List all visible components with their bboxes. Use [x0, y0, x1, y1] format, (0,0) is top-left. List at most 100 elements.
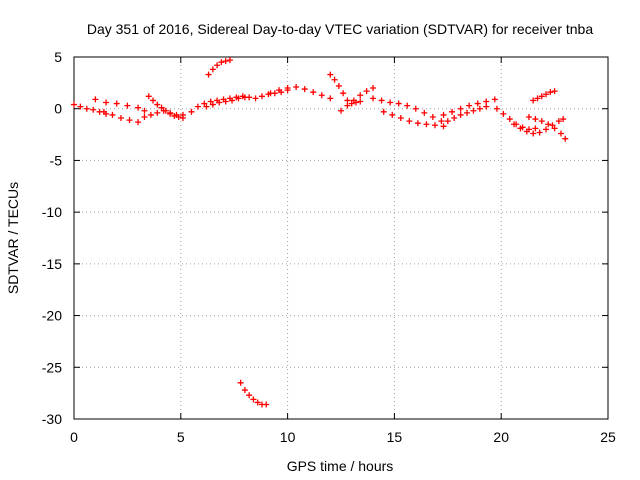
y-tick-label: -25	[42, 359, 62, 375]
data-point	[218, 59, 225, 66]
data-point	[412, 105, 419, 112]
data-point	[444, 118, 451, 125]
y-axis-label: SDTVAR / TECUs	[5, 182, 21, 294]
data-point	[160, 107, 167, 114]
data-point	[370, 95, 377, 102]
data-point	[201, 100, 208, 107]
data-point	[207, 98, 214, 105]
data-point	[126, 117, 133, 124]
series-arc-02	[92, 96, 148, 114]
chart-title: Day 351 of 2016, Sidereal Day-to-day VTE…	[87, 21, 594, 37]
data-point	[109, 111, 116, 118]
x-tick-label: 25	[600, 429, 616, 445]
data-point	[543, 91, 550, 98]
data-point	[335, 82, 342, 89]
x-tick-label: 20	[493, 429, 509, 445]
data-point	[135, 104, 142, 111]
data-point	[414, 120, 421, 127]
data-point	[440, 111, 447, 118]
data-point	[511, 121, 518, 128]
y-tick-label: -30	[42, 411, 62, 427]
data-point	[370, 85, 377, 92]
data-point	[194, 103, 201, 110]
data-point	[344, 97, 351, 104]
series-arc-12	[370, 95, 445, 125]
x-axis-label: GPS time / hours	[287, 458, 394, 474]
series-arc-15	[444, 103, 490, 125]
data-point	[263, 401, 270, 408]
data-point	[449, 108, 456, 115]
data-point	[470, 107, 477, 114]
data-point	[350, 97, 357, 104]
series-arc-14	[440, 96, 498, 118]
data-point	[451, 115, 458, 122]
data-point	[258, 93, 265, 100]
grid	[74, 57, 608, 419]
data-point	[363, 88, 370, 95]
data-point	[301, 86, 308, 93]
data-point	[188, 108, 195, 115]
x-tick-label: 5	[177, 429, 185, 445]
series-arc-20	[237, 379, 270, 408]
data-point	[423, 121, 430, 128]
data-point	[100, 108, 107, 115]
data-point	[209, 66, 216, 73]
series-arc-10	[327, 71, 364, 107]
data-point	[340, 90, 347, 97]
data-point	[150, 97, 157, 104]
data-point	[483, 103, 490, 110]
data-point	[397, 115, 404, 122]
data-point	[380, 108, 387, 115]
data-point	[226, 57, 233, 64]
series-arc-17	[511, 116, 567, 137]
data-point	[117, 115, 124, 122]
series-arc-11	[338, 85, 377, 114]
data-point	[438, 118, 445, 125]
data-point	[348, 100, 355, 107]
data-point	[318, 92, 325, 99]
data-point	[431, 122, 438, 129]
data-point	[203, 103, 210, 110]
data-point	[558, 130, 565, 137]
data-point	[457, 105, 464, 112]
series-arc-13	[380, 108, 447, 130]
data-point	[141, 107, 148, 114]
data-point	[327, 95, 334, 102]
y-tick-label: -15	[42, 256, 62, 272]
data-point	[551, 125, 558, 132]
data-point	[476, 105, 483, 112]
data-point	[214, 62, 221, 69]
data-point	[77, 103, 84, 110]
data-point	[167, 109, 174, 116]
series-arc-06	[188, 87, 291, 115]
data-point	[235, 95, 242, 102]
data-point	[357, 98, 364, 105]
data-point	[124, 102, 131, 109]
data-point	[560, 116, 567, 123]
data-point	[92, 96, 99, 103]
data-point	[293, 83, 300, 90]
data-point	[491, 96, 498, 103]
data-point	[154, 109, 161, 116]
data-point	[331, 76, 338, 83]
data-point	[250, 396, 257, 403]
data-point	[440, 123, 447, 130]
data-point	[90, 106, 97, 113]
x-tick-label: 15	[387, 429, 403, 445]
plot-frame	[73, 56, 609, 420]
data-point	[327, 71, 334, 78]
data-point	[532, 125, 539, 132]
x-tick-label: 0	[70, 429, 78, 445]
data-point	[179, 115, 186, 122]
data-point	[267, 90, 274, 97]
data-point	[145, 93, 152, 100]
data-point	[241, 94, 248, 101]
data-point	[387, 99, 394, 106]
data-point	[158, 104, 165, 111]
data-point	[83, 105, 90, 112]
data-point	[549, 122, 556, 129]
data-point	[551, 88, 558, 95]
series-arc-16	[493, 105, 539, 133]
data-point	[216, 99, 223, 106]
data-points	[71, 57, 569, 408]
